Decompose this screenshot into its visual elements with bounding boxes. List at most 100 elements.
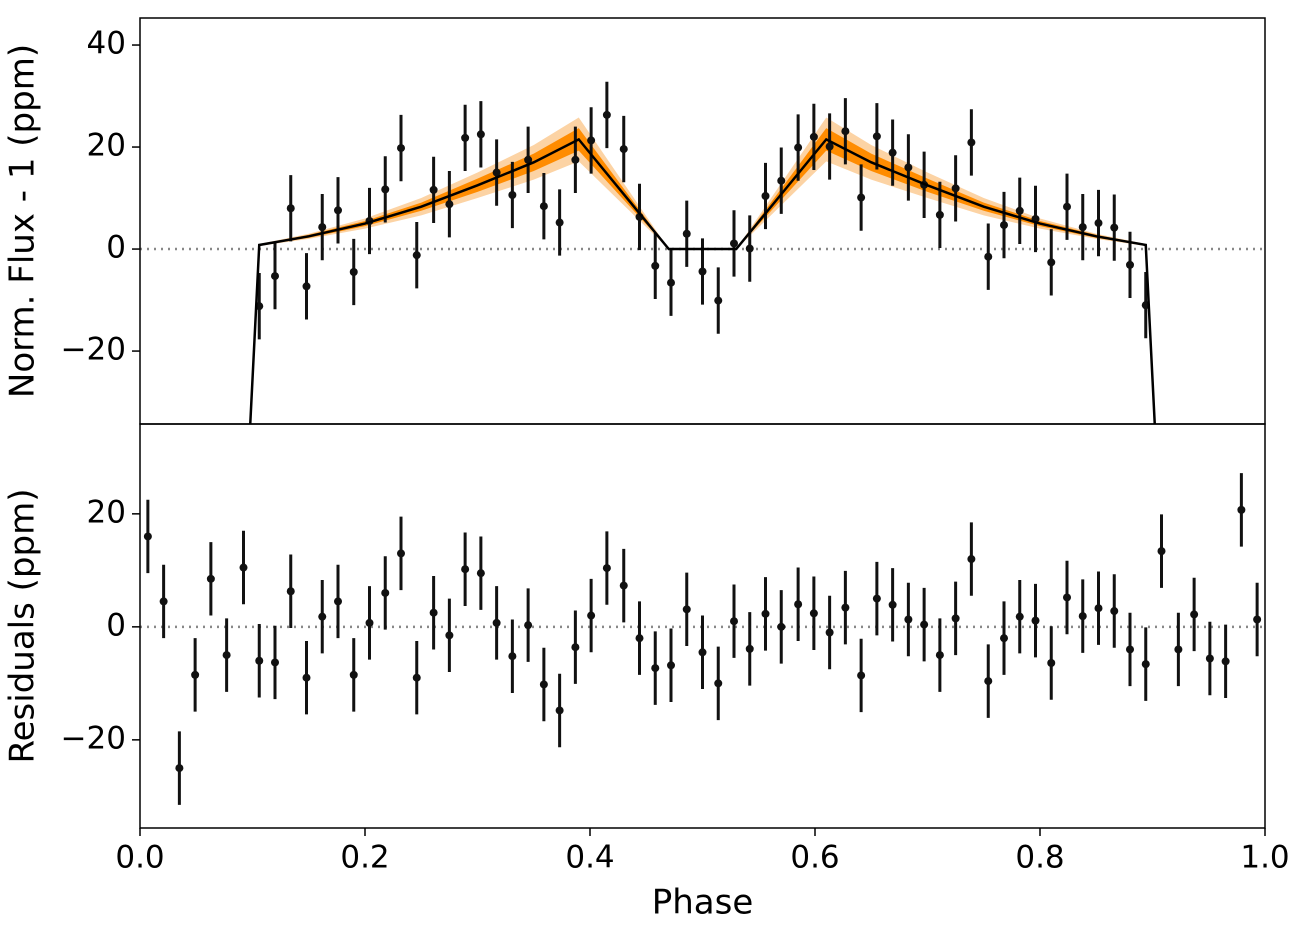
data-point xyxy=(794,600,803,609)
x-axis-label: Phase xyxy=(652,883,754,923)
data-point xyxy=(461,565,470,574)
data-point xyxy=(143,532,152,541)
data-point xyxy=(318,223,327,232)
data-point xyxy=(1078,612,1087,621)
data-point xyxy=(365,618,374,627)
data-point xyxy=(271,658,279,667)
data-point xyxy=(191,670,200,679)
y-tick-label: −20 xyxy=(61,720,126,756)
data-point xyxy=(1205,654,1214,663)
data-point xyxy=(1015,206,1024,215)
data-point xyxy=(682,229,691,238)
x-tick-label: 0.8 xyxy=(1015,840,1064,876)
data-point xyxy=(841,127,850,136)
data-point xyxy=(888,600,897,609)
data-point xyxy=(302,673,311,682)
data-point xyxy=(334,206,342,215)
data-point xyxy=(619,581,628,590)
data-point xyxy=(1110,607,1119,616)
data-point xyxy=(508,190,517,199)
data-point xyxy=(602,564,611,573)
data-point xyxy=(761,192,770,201)
data-point xyxy=(984,677,993,686)
data-point xyxy=(429,185,438,194)
data-point xyxy=(904,615,913,624)
x-tick-label: 0.4 xyxy=(565,840,614,876)
data-point xyxy=(825,142,834,151)
data-point xyxy=(667,661,675,670)
data-point xyxy=(951,184,960,193)
x-tick-label: 0.2 xyxy=(340,840,389,876)
data-point xyxy=(1078,223,1087,232)
data-point xyxy=(1174,645,1183,654)
data-point xyxy=(539,202,548,211)
data-point xyxy=(1253,615,1262,624)
data-point xyxy=(571,643,580,652)
data-point xyxy=(334,597,342,606)
data-point xyxy=(635,634,644,643)
x-tick-label: 1.0 xyxy=(1240,840,1289,876)
data-point xyxy=(1110,223,1119,232)
data-point xyxy=(1126,645,1134,654)
data-point xyxy=(349,670,358,679)
data-point xyxy=(1157,547,1166,556)
data-point xyxy=(935,210,944,219)
data-point xyxy=(302,282,311,291)
data-point xyxy=(381,588,390,597)
data-point xyxy=(714,679,723,688)
data-point xyxy=(651,261,660,270)
plot-area xyxy=(140,473,1265,805)
data-point xyxy=(984,252,993,261)
axes-frame xyxy=(139,423,1266,829)
data-point xyxy=(271,272,279,281)
data-point xyxy=(539,680,548,689)
data-point xyxy=(935,651,944,660)
data-point xyxy=(857,671,866,680)
y-tick-label: 20 xyxy=(87,494,126,530)
data-point xyxy=(730,239,738,248)
data-point xyxy=(1063,593,1071,602)
data-point xyxy=(777,622,786,631)
data-point xyxy=(206,574,215,583)
data-point xyxy=(857,193,866,202)
data-point xyxy=(1237,505,1246,514)
data-point xyxy=(667,278,675,287)
data-point xyxy=(1000,221,1008,230)
data-point xyxy=(318,612,327,621)
data-point xyxy=(841,603,850,612)
data-point xyxy=(397,549,405,558)
data-point xyxy=(967,555,976,564)
data-point xyxy=(602,110,611,119)
data-point xyxy=(286,587,295,596)
plot-area xyxy=(140,81,1265,424)
data-point xyxy=(492,168,501,177)
data-point xyxy=(445,631,454,640)
data-point xyxy=(1126,260,1134,269)
data-point xyxy=(412,251,421,260)
data-point xyxy=(175,764,184,773)
data-point xyxy=(555,218,564,227)
data-point xyxy=(412,673,421,682)
data-point xyxy=(445,200,454,209)
x-tick-label: 0.0 xyxy=(115,840,164,876)
data-point xyxy=(809,609,818,618)
data-point xyxy=(587,136,596,145)
data-point xyxy=(222,651,231,660)
data-point xyxy=(951,614,960,623)
data-point xyxy=(888,148,897,157)
data-point xyxy=(904,163,913,172)
data-point xyxy=(1047,258,1056,267)
data-point xyxy=(777,176,786,185)
data-point xyxy=(476,130,485,139)
data-point xyxy=(508,652,517,661)
data-point xyxy=(429,608,438,617)
data-point xyxy=(524,621,533,630)
data-point xyxy=(794,143,803,152)
data-point xyxy=(872,132,881,141)
y-axis-label: Residuals (ppm) xyxy=(3,489,43,764)
data-point xyxy=(967,138,976,147)
data-point xyxy=(239,563,248,572)
data-point xyxy=(682,605,691,614)
data-point xyxy=(761,609,770,618)
